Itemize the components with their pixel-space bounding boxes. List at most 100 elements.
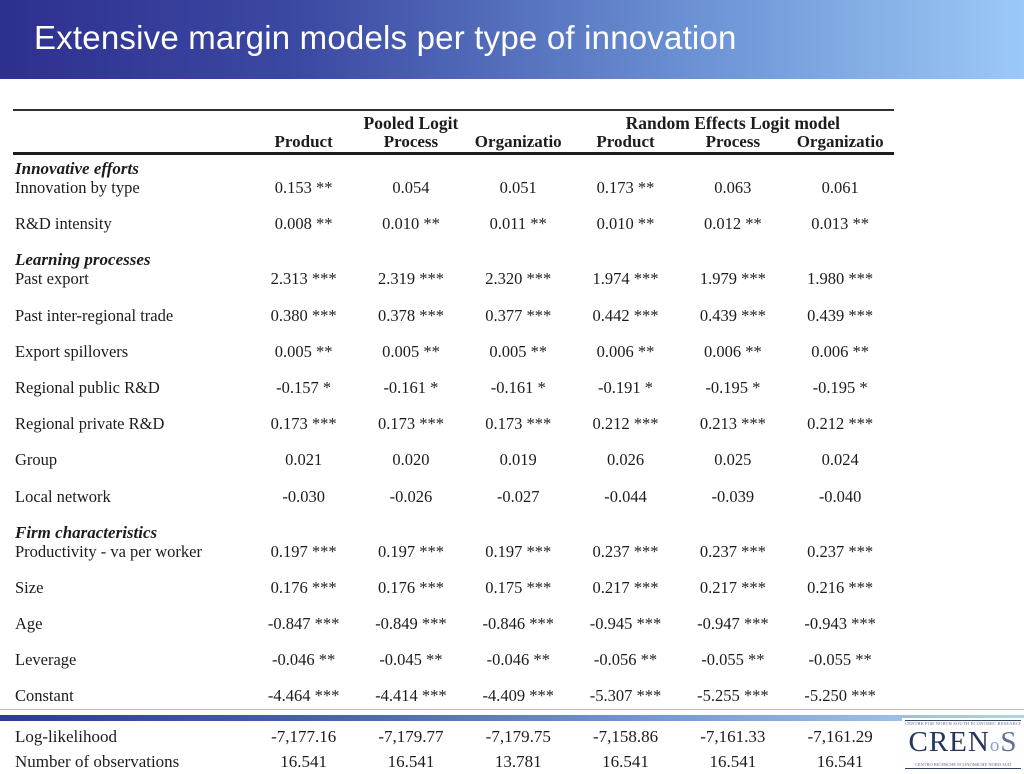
section-row: Learning processes [13,250,894,269]
value-cell: -5.255 *** [697,686,769,706]
value-cell: 0.020 [392,450,430,470]
value-cell: 0.024 [821,450,859,470]
value-cell: -7,179.75 [485,727,551,746]
row-label: Learning processes [15,250,151,270]
value-cell: -0.046 ** [272,650,336,670]
value-cell: -7,179.77 [378,727,444,746]
results-table: Pooled Logit Random Effects Logit model … [13,109,894,723]
value-cell: 0.197 *** [377,541,444,561]
table-row: Export spillovers 0.005 ** 0.005 ** 0.005 *… [13,342,894,378]
row-label: Firm characteristics [15,522,158,542]
value-cell: 16.541 [280,752,328,771]
crenos-logo: CENTRE FOR NORTH SOUTH ECONOMIC RESEARCH… [902,718,1024,769]
col-header-process-2: Process [705,132,761,151]
slide-title: Extensive margin models per type of inno… [34,18,737,56]
value-cell: 0.173 *** [377,414,444,434]
value-cell: -7,158.86 [592,727,659,746]
table-bottom-rule [0,709,1024,710]
value-cell: 0.439 *** [699,305,766,325]
logo-top-text: CENTRE FOR NORTH SOUTH ECONOMIC RESEARCH [905,720,1021,726]
value-cell: -0.849 *** [375,614,447,634]
logo-text-o: o [989,735,1001,756]
value-cell: -0.044 [604,486,647,506]
value-cell: -5.307 *** [589,686,662,706]
table-row: Group 0.021 0.020 0.019 0.026 0.025 0.024 [13,450,894,486]
value-cell: 0.173 *** [485,414,552,434]
stat-row: Number of observations 16.541 16.541 13.781… [13,749,894,774]
value-cell: 1.979 *** [699,269,766,289]
value-cell: 0.010 ** [596,214,655,234]
value-cell: 0.377 *** [485,305,552,325]
value-cell: 0.051 [499,178,537,197]
row-label: R&D intensity [15,214,112,234]
value-cell: -0.195 * [705,377,761,397]
value-cell: 0.197 *** [270,541,337,561]
slide-title-bar: Extensive margin models per type of inno… [0,0,1024,79]
value-cell: 0.380 *** [270,305,337,325]
section-row: Innovative efforts [13,159,894,178]
value-cell: 1.974 *** [592,269,659,289]
value-cell: 0.237 *** [699,541,766,561]
group-header-row: Pooled Logit Random Effects Logit model [13,113,894,133]
value-cell: 16.541 [602,752,649,771]
row-label: Regional public R&D [15,377,160,397]
value-cell: 0.013 ** [811,214,869,234]
value-cell: -0.056 ** [593,650,658,670]
value-cell: 1.980 *** [807,269,874,289]
value-cell: 0.061 [821,178,859,197]
table-row: Local network -0.030 -0.026 -0.027 -0.044 -0.… [13,487,894,523]
value-cell: -0.026 [389,486,433,506]
value-cell: -0.847 *** [267,614,340,634]
value-cell: 16.541 [387,752,435,771]
value-cell: 16.541 [709,752,757,771]
value-cell: 0.026 [606,450,645,470]
table-row: Innovation by type 0.153 ** 0.054 0.051 0.17… [13,178,894,214]
value-cell: 0.173 ** [596,178,655,197]
table-row: R&D intensity 0.008 ** 0.010 ** 0.011 ** 0.0… [13,214,894,250]
value-cell: 0.021 [285,450,323,470]
row-label: Group [15,450,58,470]
table-row: Constant -4.464 *** -4.414 *** -4.409 *** -5… [13,686,894,722]
table-body: Innovative efforts Innovation by type 0.15… [13,155,894,723]
value-cell: 0.237 *** [592,541,659,561]
value-cell: 0.217 *** [699,577,766,597]
value-cell: 2.320 *** [485,269,552,289]
value-cell: -0.846 *** [482,614,554,634]
col-header-product-2: Product [596,132,655,151]
table-row: Regional private R&D 0.173 *** 0.173 *** 0.… [13,414,894,450]
row-label: Innovative efforts [15,159,139,178]
value-cell: -4.464 *** [267,686,340,706]
value-cell: 0.217 *** [592,577,659,597]
logo-wordmark: CRENoS [902,727,1024,761]
value-cell: 0.019 [499,450,537,470]
table-row: Regional public R&D -0.157 * -0.161 * -0.16… [13,378,894,414]
value-cell: 0.008 ** [274,214,333,234]
row-label: Local network [15,486,111,506]
table-row: Size 0.176 *** 0.176 *** 0.175 *** 0.217 ***… [13,578,894,614]
value-cell: -0.046 ** [486,650,550,670]
value-cell: 2.319 *** [377,269,444,289]
table-header: Pooled Logit Random Effects Logit model … [13,109,894,155]
value-cell: 0.237 *** [807,541,874,561]
value-cell: 0.212 *** [592,414,659,434]
table-row: Leverage -0.046 ** -0.045 ** -0.046 ** -0.05… [13,650,894,686]
table-row: Productivity - va per worker 0.197 *** 0.1… [13,542,894,578]
empty-header-cell [13,113,250,133]
value-cell: -5.250 *** [804,686,876,706]
section-row: Firm characteristics [13,523,894,542]
value-cell: 0.175 *** [485,577,552,597]
value-cell: 0.439 *** [807,305,874,325]
value-cell: -0.055 ** [808,650,872,670]
value-cell: -0.947 *** [697,614,769,634]
value-cell: 0.216 *** [807,577,874,597]
value-cell: -4.414 *** [375,686,447,706]
empty-header-cell [13,133,250,151]
row-label: Export spillovers [15,341,129,361]
value-cell: -0.045 ** [379,650,443,670]
value-cell: 0.010 ** [382,214,440,234]
value-cell: -0.161 * [383,377,439,397]
row-label: Productivity - va per worker [15,541,202,561]
value-cell: -0.027 [496,486,540,506]
row-label: Past export [15,269,89,289]
